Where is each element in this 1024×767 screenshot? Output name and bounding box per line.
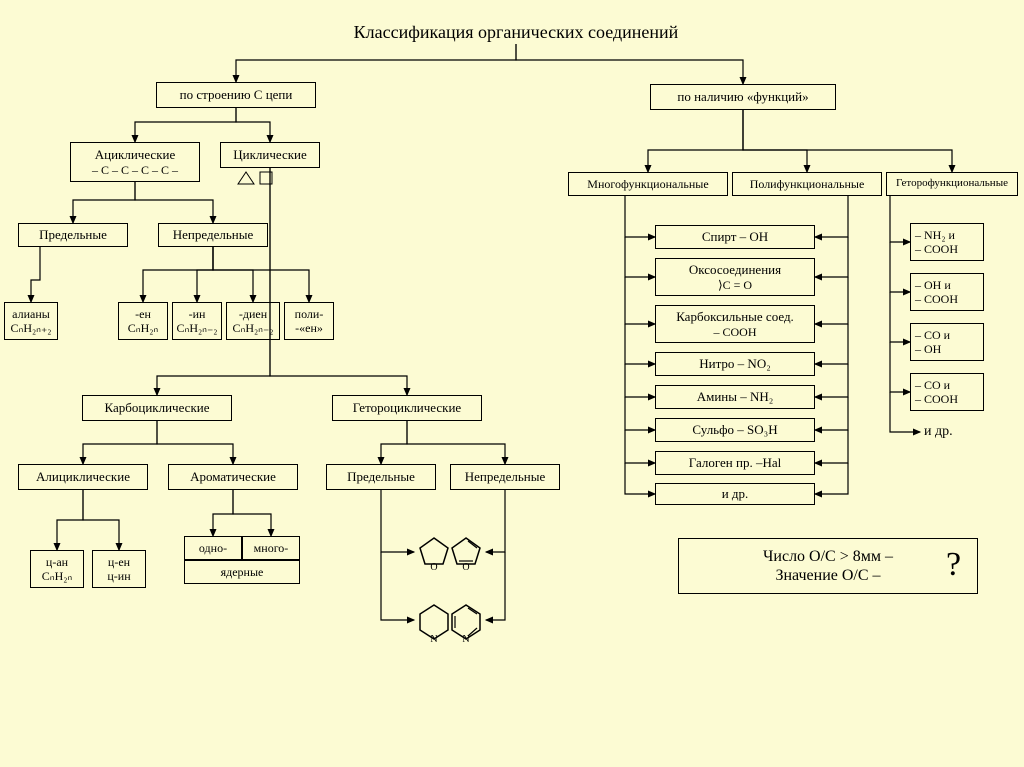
node-nepredel2: Непредельные: [450, 464, 560, 490]
tsan-l2: CₙH₂ₙ: [42, 569, 72, 583]
node-multi: Многофункциональные: [568, 172, 728, 196]
node-ohcooh: – OH и – COOH: [910, 273, 984, 311]
ring-furan-arom-icon: O: [448, 534, 484, 570]
node-en: -ен CₙH₂ₙ: [118, 302, 168, 340]
node-cocooh: – CO и – COOH: [910, 373, 984, 411]
node-yadr: ядерные: [184, 560, 300, 584]
node-dien: -диен CₙH₂ₙ₋₂: [226, 302, 280, 340]
ring-furan-icon: O: [416, 534, 452, 570]
acyclic-l1: Ациклические: [95, 147, 176, 163]
node-oxo: Оксосоединения ⟩C = O: [655, 258, 815, 296]
node-in: -ин CₙH₂ₙ₋₂: [172, 302, 222, 340]
node-halog: Галоген пр. –Hal: [655, 451, 815, 475]
acyclic-l2: – C – C – C – C –: [92, 163, 178, 177]
cooh2-l1: – CO и: [915, 328, 950, 342]
svg-text:O: O: [430, 562, 437, 570]
node-nh2cooh: – NH₂ и – COOH: [910, 223, 984, 261]
oxo-l1: Оксосоединения: [689, 262, 781, 278]
node-root-struct: по строению С цепи: [156, 82, 316, 108]
node-amin: Амины – NH₂: [655, 385, 815, 409]
nh2cooh-l1: – NH₂ и: [915, 228, 955, 242]
node-nepredel1: Непредельные: [158, 223, 268, 247]
cocooh-l2: – COOH: [915, 392, 958, 406]
node-aliany: алианы CₙH₂ₙ₊₂: [4, 302, 58, 340]
footer-box: Число О/С > 8мм – Значение О/С –: [678, 538, 978, 594]
node-nitro: Нитро – NO₂: [655, 352, 815, 376]
node-mnogo: много-: [242, 536, 300, 560]
node-acyclic: Ациклические – C – C – C – C –: [70, 142, 200, 182]
node-carbo: Карбоциклические: [82, 395, 232, 421]
carbox-l2: – COOH: [713, 325, 756, 339]
footer-l2: Значение О/С –: [775, 566, 880, 585]
tsen-l2: ц-ин: [107, 569, 130, 583]
cyclic-shapes-icon: [236, 170, 276, 186]
in-l1: -ин: [189, 307, 206, 321]
in-l2: CₙH₂ₙ₋₂: [177, 321, 218, 335]
ring-pyridine-icon: N: [448, 602, 484, 642]
node-poly: Полифункциональные: [732, 172, 882, 196]
aliany-l2: CₙH₂ₙ₊₂: [11, 321, 52, 335]
poli-l2: -«ен»: [295, 321, 323, 335]
diagram-title: Классификация органических соединений: [306, 22, 726, 43]
node-tsen: ц-ен ц-ин: [92, 550, 146, 588]
cocooh-l1: – CO и: [915, 378, 950, 392]
node-alicyc: Алициклические: [18, 464, 148, 490]
node-odno: одно-: [184, 536, 242, 560]
node-idr2: и др.: [924, 424, 953, 440]
node-poli: поли- -«ен»: [284, 302, 334, 340]
edges-layer: [0, 0, 1024, 767]
poli-l1: поли-: [295, 307, 324, 321]
diagram-stage: { "title": "Классификация органических с…: [0, 0, 1024, 767]
ohcooh-l2: – COOH: [915, 292, 958, 306]
svg-text:N: N: [462, 634, 469, 642]
node-predel2: Предельные: [326, 464, 436, 490]
svg-text:O: O: [462, 562, 469, 570]
node-cooh2: – CO и – OH: [910, 323, 984, 361]
node-spirt: Спирт – OH: [655, 225, 815, 249]
node-cyclic: Циклические: [220, 142, 320, 168]
ring-piperidine-icon: N: [416, 602, 452, 642]
tsen-l1: ц-ен: [108, 555, 130, 569]
tsan-l1: ц-ан: [46, 555, 68, 569]
carbox-l1: Карбоксильные соед.: [676, 309, 794, 325]
node-sulfo: Сульфо – SO₃H: [655, 418, 815, 442]
node-tsan: ц-ан CₙH₂ₙ: [30, 550, 84, 588]
node-arom: Ароматические: [168, 464, 298, 490]
oxo-l2: ⟩C = O: [718, 278, 752, 292]
node-heterof: Геторофункциональные: [886, 172, 1018, 196]
node-idr1: и др.: [655, 483, 815, 505]
svg-text:N: N: [430, 634, 437, 642]
dien-l1: -диен: [239, 307, 267, 321]
aliany-l1: алианы: [12, 307, 50, 321]
node-carbox: Карбоксильные соед. – COOH: [655, 305, 815, 343]
footer-l1: Число О/С > 8мм –: [763, 547, 893, 566]
node-root-func: по наличию «функций»: [650, 84, 836, 110]
cooh2-l2: – OH: [915, 342, 941, 356]
node-hetero: Гетороциклические: [332, 395, 482, 421]
node-predel1: Предельные: [18, 223, 128, 247]
en-l2: CₙH₂ₙ: [128, 321, 158, 335]
question-mark-icon: ?: [946, 546, 961, 584]
en-l1: -ен: [135, 307, 151, 321]
ohcooh-l1: – OH и: [915, 278, 951, 292]
dien-l2: CₙH₂ₙ₋₂: [233, 321, 274, 335]
nh2cooh-l2: – COOH: [915, 242, 958, 256]
